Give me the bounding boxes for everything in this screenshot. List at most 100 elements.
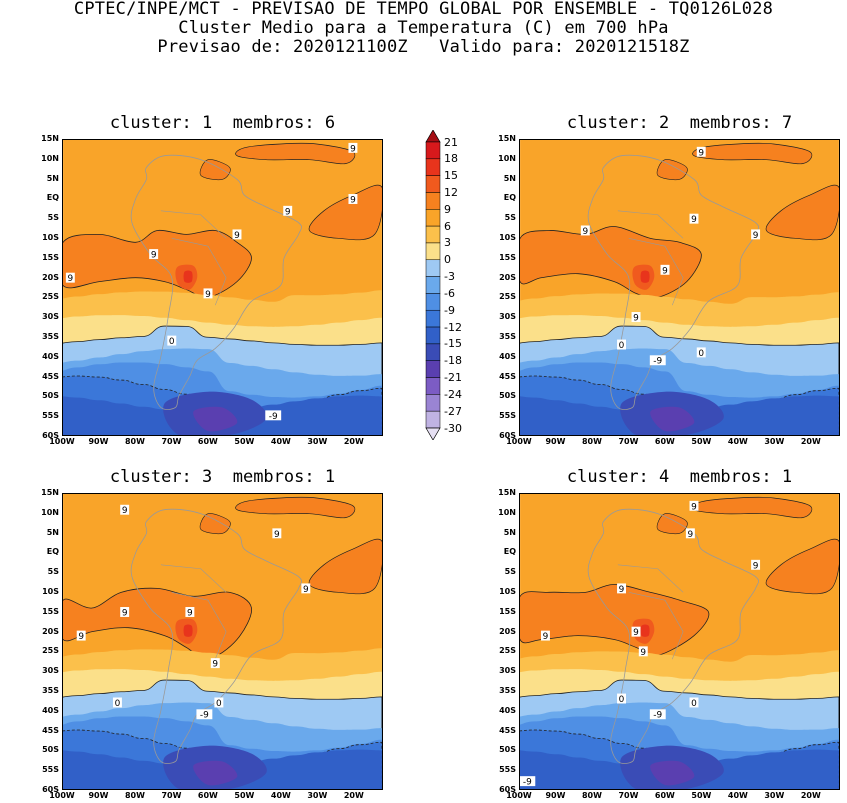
warm-patch — [199, 513, 231, 535]
colorbar-swatch — [425, 242, 441, 261]
latitude-label: 20S — [499, 272, 516, 282]
contour-label-text: 0 — [698, 349, 704, 359]
colorbar-tick-label: 15 — [444, 169, 458, 183]
contour-label: 9 — [232, 229, 242, 241]
longitude-label: 20W — [800, 791, 821, 800]
latitude-label: 35S — [499, 686, 516, 695]
country-border — [628, 592, 684, 660]
contour-label: 9 — [120, 607, 130, 618]
longitude-label: 80W — [581, 437, 602, 446]
contour-label-text: 9 — [691, 502, 697, 512]
country-border — [617, 564, 684, 593]
latitude-label: 5S — [504, 567, 516, 577]
latitude-label: 45S — [42, 725, 59, 735]
title-line-2: Cluster Medio para a Temperatura (C) em … — [178, 18, 669, 38]
longitude-label: 90W — [545, 791, 566, 800]
colorbar-swatch — [425, 158, 441, 176]
colorbar-tick-label: -21 — [444, 371, 462, 385]
latitude-label: 30S — [499, 312, 516, 322]
longitude-label: 30W — [307, 791, 328, 800]
contour-label-text: 0 — [169, 337, 175, 347]
country-border — [160, 210, 227, 239]
latitude-label: 10N — [498, 507, 516, 517]
longitude-label: 30W — [764, 791, 785, 800]
contour-label-text: 9 — [350, 144, 356, 154]
contour-label: 0 — [689, 697, 699, 709]
longitude-label: 40W — [270, 791, 291, 800]
latitude-label: 20S — [42, 626, 59, 636]
contour-label: 9 — [540, 630, 550, 642]
longitude-label: 30W — [307, 437, 328, 446]
latitude-label: 15N — [41, 134, 59, 143]
longitude-label: 90W — [88, 791, 109, 800]
contour-label-text: 0 — [619, 341, 625, 351]
latitude-label: 5S — [47, 213, 59, 223]
country-border — [628, 238, 684, 306]
contour-label: -9 — [520, 776, 536, 788]
latitude-label: 60S — [42, 785, 59, 794]
map-panel-1: 9 9 9 9 9 9 9 0 -9 — [62, 139, 383, 436]
contour-label-text: 9 — [151, 251, 157, 261]
contour-label: 9 — [685, 528, 695, 540]
colorbar-tick-label: -24 — [444, 387, 462, 401]
longitude-label: 50W — [234, 437, 255, 446]
cold-core-18 — [650, 406, 695, 432]
contour-label-text: 9 — [303, 585, 309, 595]
latitude-label: 55S — [499, 411, 516, 421]
latitude-label: 10S — [42, 233, 59, 242]
colorbar-tick-label: -27 — [444, 404, 462, 418]
colorbar-swatch — [425, 343, 441, 361]
contour-label: 0 — [696, 347, 706, 359]
contour-label-text: -9 — [523, 778, 532, 788]
contour-label-text: 9 — [633, 313, 639, 323]
longitude-label: 30W — [764, 437, 785, 446]
warm-patch — [692, 496, 813, 519]
longitude-label: 100W — [506, 791, 532, 800]
latitude-label: 15N — [498, 134, 516, 143]
latitude-label: 20S — [42, 272, 59, 282]
contour-label: 9 — [348, 142, 358, 154]
contour-label-text: 9 — [122, 506, 128, 516]
latitude-label: 35S — [42, 686, 59, 695]
latitude-label: 15S — [499, 606, 516, 616]
continent-outline — [130, 154, 303, 410]
warm-patch — [765, 538, 839, 595]
latitude-label: 15S — [42, 606, 59, 616]
longitude-label: 70W — [618, 437, 639, 446]
contour-label-text: 9 — [205, 290, 211, 300]
contour-label: -9 — [265, 410, 282, 422]
colorbar-swatch — [425, 225, 441, 244]
latitude-label: 5S — [47, 567, 59, 577]
contour-label: 9 — [76, 630, 86, 642]
warm-patch — [235, 496, 356, 519]
longitude-label: 20W — [800, 437, 821, 446]
longitude-label: 100W — [506, 437, 532, 446]
contour-label-text: 9 — [753, 561, 759, 571]
colorbar-swatch — [425, 410, 441, 429]
longitude-label: 100W — [49, 437, 75, 446]
longitude-label: 60W — [197, 437, 218, 446]
latitude-label: 15N — [41, 488, 59, 497]
colorbar-swatch — [425, 309, 441, 328]
latitude-label: 45S — [42, 371, 59, 381]
latitude-label: 40S — [42, 351, 59, 361]
contour-label-text: 9 — [662, 266, 668, 276]
latitude-label: 10N — [41, 507, 59, 517]
contour-label: 9 — [272, 528, 282, 540]
colorbar-tick-label: 12 — [444, 185, 458, 199]
contour-label: 9 — [751, 229, 761, 241]
latitude-label: 15N — [498, 488, 516, 497]
contour-label-text: 9 — [212, 660, 218, 670]
latitude-label: 35S — [499, 332, 516, 341]
contour-label: 9 — [185, 607, 195, 618]
colorbar-swatch — [425, 326, 441, 345]
colorbar-tick-label: 0 — [444, 253, 451, 267]
warm-region-9 — [63, 587, 252, 660]
contour-label: 9 — [65, 272, 75, 284]
warm-region-9 — [63, 229, 252, 298]
colorbar-tick-label: -15 — [444, 337, 462, 351]
panel-title: cluster: 1 membros: 6 — [109, 113, 336, 133]
latitude-label: 60S — [42, 431, 59, 440]
latitude-label: 25S — [499, 646, 516, 656]
